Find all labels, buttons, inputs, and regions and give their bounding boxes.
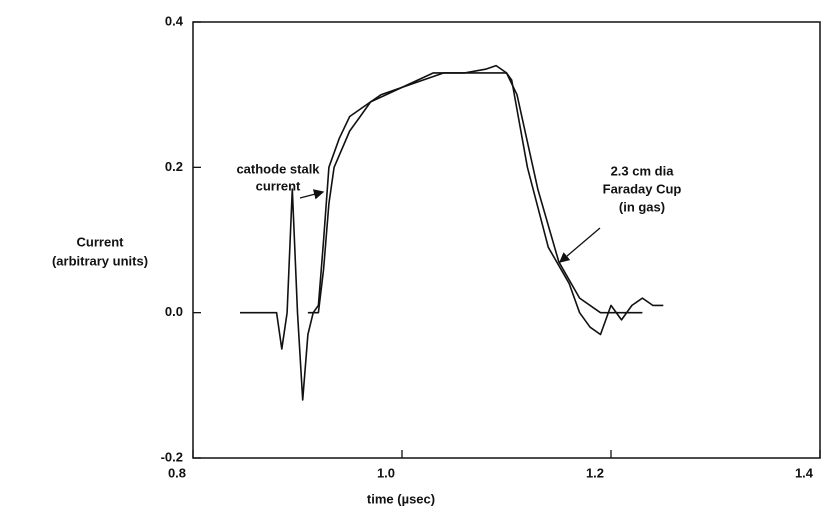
x-tick-label: 1.0 [377, 465, 395, 480]
x-tick-label: 1.4 [795, 465, 814, 480]
annotation: Faraday Cup [603, 181, 682, 196]
y-axis-label: (arbitrary units) [52, 253, 148, 268]
plot-frame [192, 21, 821, 459]
x-tick-label: 0.8 [168, 465, 186, 480]
x-tick-label: 1.2 [586, 465, 604, 480]
annotation: (in gas) [619, 199, 665, 214]
data-line [307, 64, 664, 336]
annotation: cathode stalk [236, 161, 320, 176]
annotation-arrow [299, 189, 325, 200]
y-tick-label: 0.4 [165, 13, 184, 28]
y-tick-label: 0.2 [165, 159, 183, 174]
annotation: 2.3 cm dia [611, 163, 675, 178]
annotation: current [256, 178, 301, 193]
y-tick-label: -0.2 [161, 449, 183, 464]
y-tick-label: 0.0 [165, 304, 183, 319]
y-axis-label: Current [77, 234, 125, 249]
annotation-arrow [559, 227, 601, 263]
x-axis-label: time (µsec) [367, 491, 435, 506]
data-line [240, 72, 643, 401]
